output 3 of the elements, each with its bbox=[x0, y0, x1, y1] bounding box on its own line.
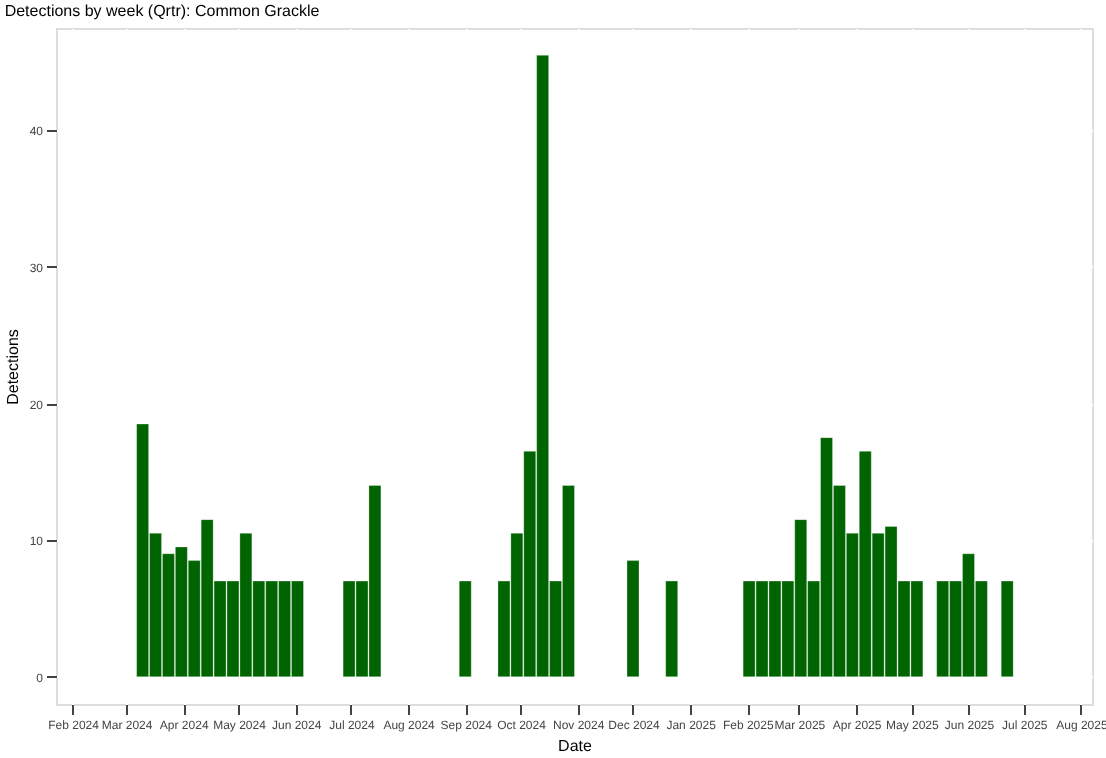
y-axis-title: Detections bbox=[3, 329, 22, 405]
chart-title: Detections by week (Qrtr): Common Grackle bbox=[4, 2, 321, 20]
x-axis-title: Date bbox=[558, 737, 593, 755]
